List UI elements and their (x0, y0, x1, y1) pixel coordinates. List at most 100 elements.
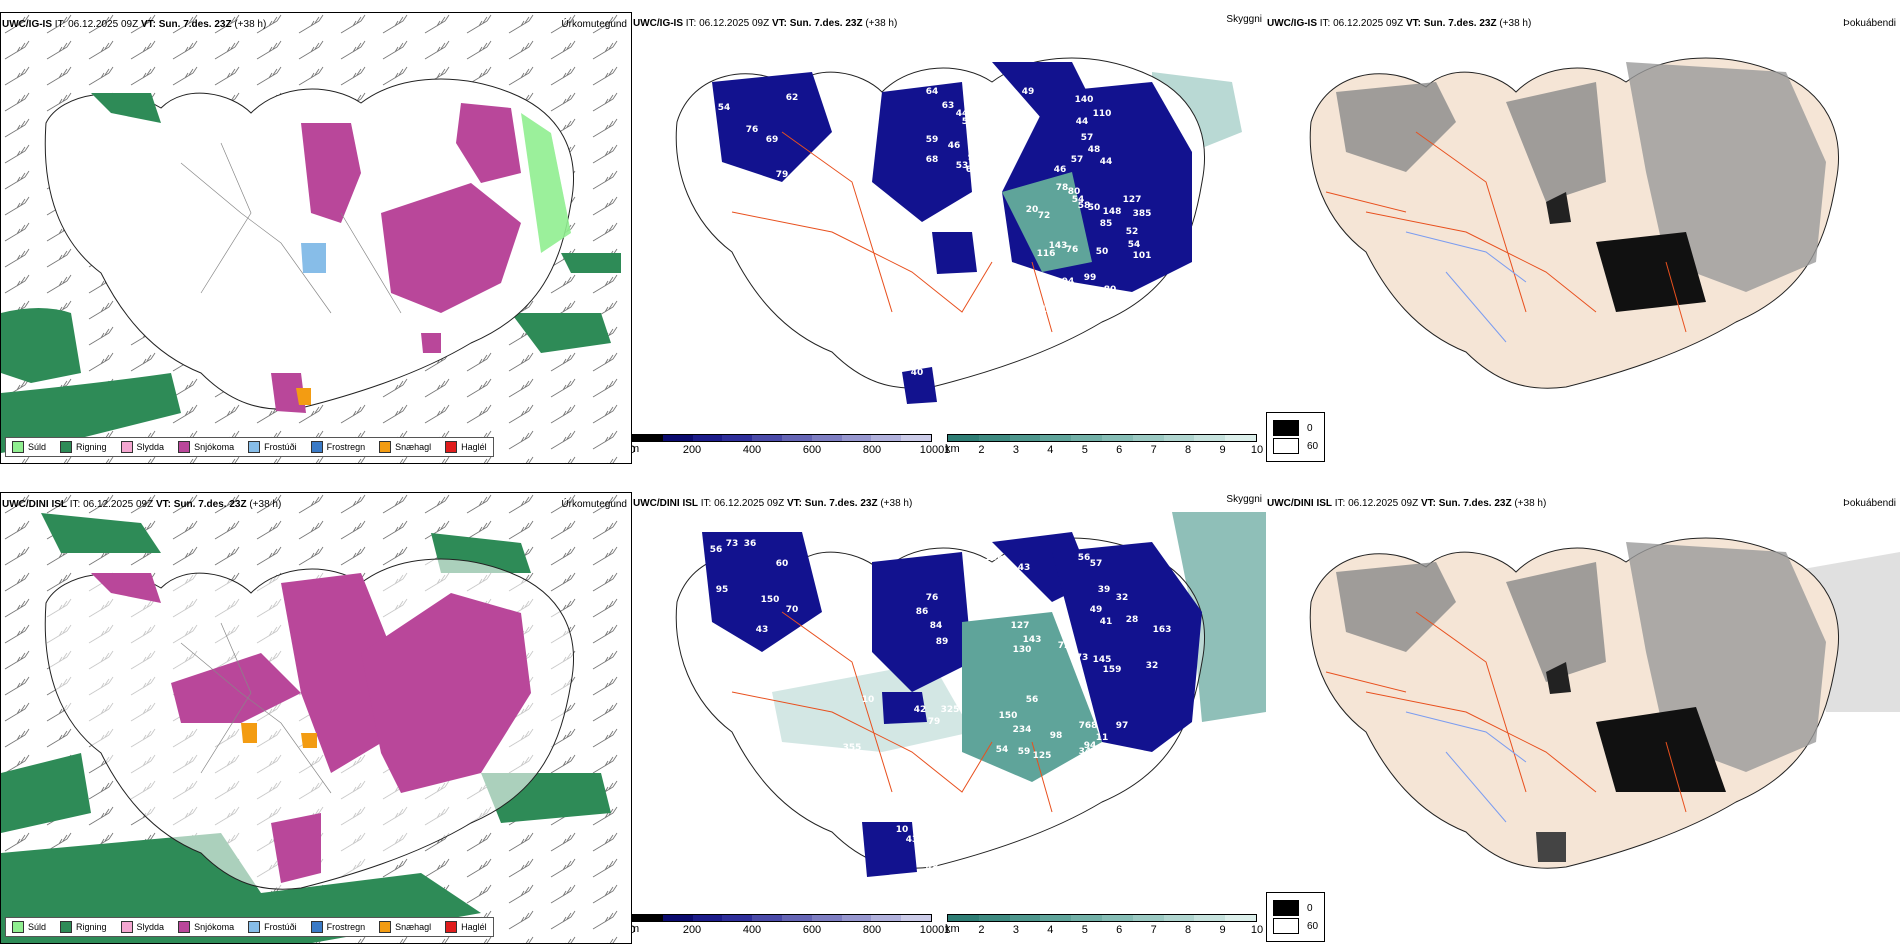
ceiling-value: 59 (926, 135, 939, 145)
fog-indicator-panel-row1: UWC/IG-IS IT: 06.12.2025 09Z VT: Sun. 7.… (1266, 12, 1900, 464)
ceiling-value: 79 (776, 170, 789, 180)
colorbar-segment (781, 435, 812, 441)
ceiling-numbers: 4154627669792864634749445457465393594468… (718, 65, 1152, 378)
ceiling-value: 10 (862, 695, 875, 705)
panel-label: Þokuábendi (1843, 498, 1896, 509)
ceiling-value: 76 (1066, 245, 1079, 255)
ceiling-value: 97 (1116, 721, 1129, 731)
panel-title: UWC/DINI ISL IT: 06.12.2025 09Z VT: Sun.… (2, 499, 282, 510)
ceiling-value: 48 (926, 863, 939, 873)
ceiling-value: 44 (996, 125, 1009, 135)
colorbar-tick: 200 (682, 924, 702, 936)
colorbar-segment (1225, 435, 1256, 441)
colorbar-segment (1101, 435, 1133, 441)
colorbar-segment (1009, 435, 1041, 441)
ceiling-value: 50 (1088, 203, 1101, 213)
legend-item: Snæhagl (379, 441, 431, 453)
colorbar-segment (752, 435, 782, 441)
colorbar-tick: 2 (978, 924, 985, 936)
legend-item: Rigning (60, 441, 107, 453)
colorbar-tick: 400 (742, 924, 762, 936)
colorbar-segment (662, 915, 693, 921)
ceiling-value: 94 (1062, 277, 1075, 287)
ceiling-value: 36 (744, 539, 757, 549)
ceiling-value: 130 (1013, 645, 1032, 655)
ceiling-value: 40 (726, 65, 739, 75)
ceiling-value: 36 (986, 315, 999, 325)
ceiling-value: 72 (1038, 211, 1051, 221)
panel-title: UWC/DINI ISL IT: 06.12.2025 09Z VT: Sun.… (633, 498, 913, 509)
panel-title: UWC/DINI ISL IT: 06.12.2025 09Z VT: Sun.… (1267, 498, 1547, 509)
ceiling-value: 63 (942, 101, 955, 111)
colorbar-tick: 1000 (919, 444, 945, 456)
colorbar-segment (948, 435, 979, 441)
ceiling-value: 39 (1098, 585, 1111, 595)
ceiling-value: 325 (941, 705, 960, 715)
colorbar-tick: 1 (943, 924, 951, 936)
ceiling-value: 68 (926, 155, 939, 165)
precip-map (1, 13, 631, 463)
legend-item: Frostúði (248, 921, 297, 933)
ceiling-value: 43 (1058, 310, 1071, 320)
ceiling-value: 52 (1126, 227, 1139, 237)
ceiling-value: 98 (1050, 731, 1063, 741)
ceiling-visibility-panel-row1: UWC/IG-IS IT: 06.12.2025 09Z VT: Sun. 7.… (632, 12, 1266, 464)
colorbar-segment (1101, 915, 1133, 921)
panel-label: Úrkomutegund (561, 19, 627, 30)
colorbar-tick: 3 (1012, 444, 1019, 456)
ceiling-value: 70 (786, 605, 799, 615)
ceiling-value: 150 (761, 595, 780, 605)
ceiling-value: 163 (1153, 625, 1172, 635)
colorbar-tick: 6 (1116, 444, 1123, 456)
colorbar-segment (901, 435, 931, 441)
ceiling-value: 110 (1093, 109, 1112, 119)
colorbar-segment (1009, 915, 1041, 921)
ceiling-value: 78 (1056, 183, 1069, 193)
ceiling-value: 59 (1018, 747, 1031, 757)
colorbar-tick: 600 (802, 444, 822, 456)
ceiling-value: 45 (926, 877, 939, 887)
ceiling-value: 48 (1088, 145, 1101, 155)
ceiling-value: 125 (1033, 751, 1052, 761)
ceiling-value: 93 (968, 153, 981, 163)
legend-item: Frostregn (310, 921, 365, 933)
colorbar-tick: 1 (943, 444, 951, 456)
colorbar-segment (722, 435, 753, 441)
colorbar-segment (978, 915, 1010, 921)
colorbar-tick: 0 (632, 444, 635, 456)
legend-item: Slydda (120, 441, 164, 453)
ceiling-value: 86 (916, 607, 929, 617)
colorbar-tick: 4 (1047, 444, 1054, 456)
ceiling-value: 32 (1146, 661, 1159, 671)
colorbar-tick: 10 (1250, 444, 1264, 456)
legend-item: Snæhagl (379, 921, 431, 933)
legend-item: Haglél (445, 921, 487, 933)
ceiling-map: 4154627669792864634749445457465393594468… (675, 57, 1242, 404)
legend-item: Haglél (445, 441, 487, 453)
colorbar-segment (1071, 915, 1102, 921)
colorbar-segment (811, 435, 842, 441)
colorbar-tick: 5 (1081, 444, 1088, 456)
ceiling-value: 116 (1037, 249, 1056, 259)
ceiling-value: 49 (1022, 87, 1035, 97)
ceiling-value: 54 (718, 103, 731, 113)
colorbar-segment (633, 435, 663, 441)
ceiling-value: 42 (914, 705, 927, 715)
visibility-colorbar: 1 2 3 4 5 6 7 8 9 10 km (943, 434, 1263, 456)
ceiling-value: 57 (1090, 559, 1103, 569)
fog-legend: 0 60 (1266, 412, 1326, 462)
colorbar-segment (1132, 915, 1164, 921)
colorbar-tick: 1000 (919, 924, 945, 936)
ceiling-value: 140 (1075, 95, 1094, 105)
ceiling-value: 57 (1081, 133, 1094, 143)
ceiling-value: 54 (1008, 101, 1021, 111)
colorbar-segment (692, 435, 723, 441)
panel-title: UWC/IG-IS IT: 06.12.2025 09Z VT: Sun. 7.… (2, 19, 267, 30)
legend-item: Snjókoma (178, 441, 234, 453)
ceiling-value: 234 (1013, 725, 1032, 735)
ceiling-value: 60 (844, 563, 857, 573)
ceiling-value: 145 (1093, 655, 1112, 665)
